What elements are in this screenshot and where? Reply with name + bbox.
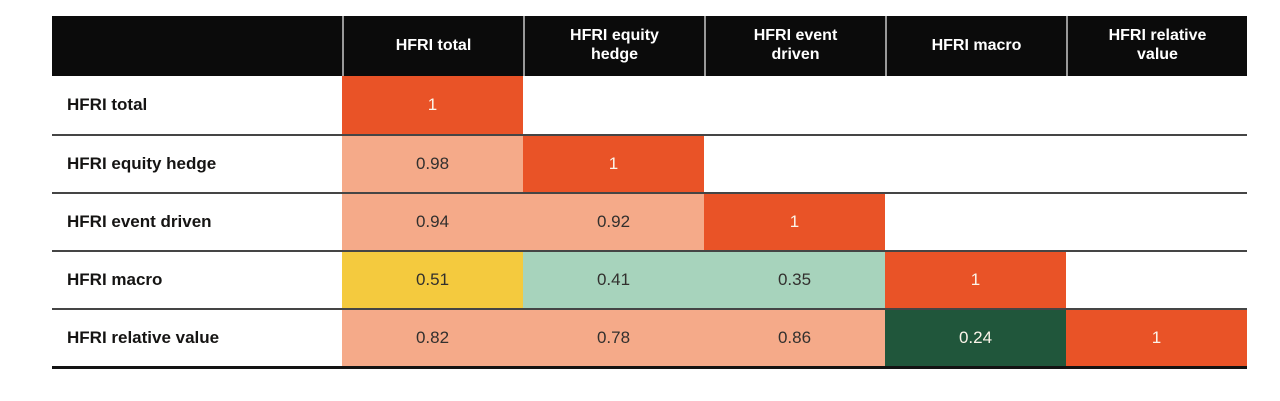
matrix-cell: 0.78 — [523, 310, 704, 366]
correlation-matrix-table: HFRI total HFRI equity hedge HFRI event … — [52, 16, 1247, 369]
matrix-cell — [704, 76, 885, 134]
matrix-cell: 1 — [1066, 310, 1247, 366]
header-row: HFRI total HFRI equity hedge HFRI event … — [52, 16, 1247, 76]
column-header-hfri-equity-hedge: HFRI equity hedge — [523, 16, 704, 76]
table-row-hfri-relative-value: HFRI relative value 0.82 0.78 0.86 0.24 … — [52, 308, 1247, 366]
matrix-cell: 1 — [523, 136, 704, 192]
matrix-cell: 1 — [704, 194, 885, 250]
corner-cell — [52, 16, 342, 76]
matrix-cell — [1066, 194, 1247, 250]
matrix-cell — [885, 136, 1066, 192]
matrix-cell — [523, 76, 704, 134]
matrix-cell: 0.35 — [704, 252, 885, 308]
matrix-cell — [885, 194, 1066, 250]
matrix-cell: 0.92 — [523, 194, 704, 250]
row-label: HFRI event driven — [52, 194, 342, 250]
column-header-hfri-total: HFRI total — [342, 16, 523, 76]
row-label: HFRI macro — [52, 252, 342, 308]
matrix-cell: 0.82 — [342, 310, 523, 366]
column-header-hfri-macro: HFRI macro — [885, 16, 1066, 76]
row-label: HFRI relative value — [52, 310, 342, 366]
matrix-cell — [1066, 252, 1247, 308]
row-label: HFRI total — [52, 76, 342, 134]
matrix-cell — [704, 136, 885, 192]
matrix-cell: 1 — [885, 252, 1066, 308]
matrix-cell — [1066, 76, 1247, 134]
column-header-hfri-event-driven: HFRI event driven — [704, 16, 885, 76]
matrix-cell: 0.41 — [523, 252, 704, 308]
matrix-cell — [885, 76, 1066, 134]
matrix-cell: 1 — [342, 76, 523, 134]
matrix-cell: 0.98 — [342, 136, 523, 192]
table-row-hfri-macro: HFRI macro 0.51 0.41 0.35 1 — [52, 250, 1247, 308]
column-header-hfri-relative-value: HFRI relative value — [1066, 16, 1247, 76]
matrix-cell: 0.24 — [885, 310, 1066, 366]
matrix-cell: 0.94 — [342, 194, 523, 250]
matrix-cell — [1066, 136, 1247, 192]
row-label: HFRI equity hedge — [52, 136, 342, 192]
matrix-cell: 0.86 — [704, 310, 885, 366]
table-row-hfri-equity-hedge: HFRI equity hedge 0.98 1 — [52, 134, 1247, 192]
matrix-cell: 0.51 — [342, 252, 523, 308]
table-row-hfri-event-driven: HFRI event driven 0.94 0.92 1 — [52, 192, 1247, 250]
table-row-hfri-total: HFRI total 1 — [52, 76, 1247, 134]
